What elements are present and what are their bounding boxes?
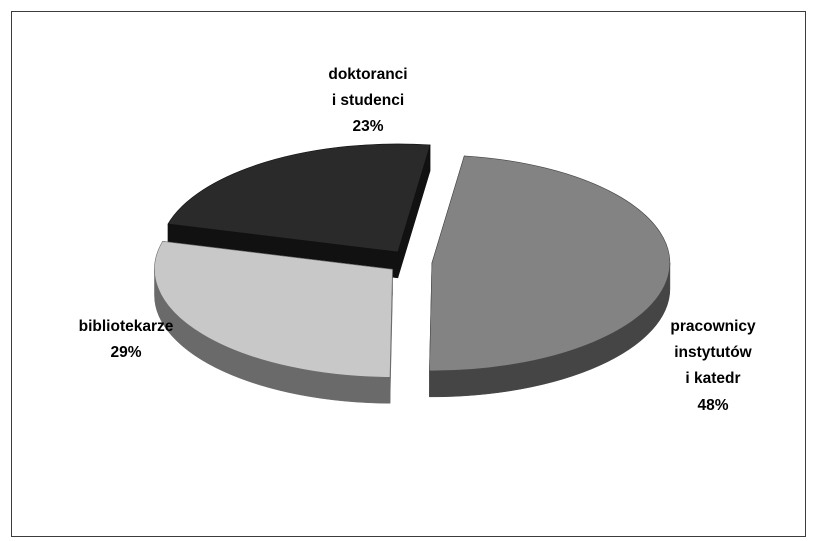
slice-label-line: instytutów [674,344,752,361]
slice-percent-label: 29% [110,344,141,361]
slice-label-line: i katedr [685,370,740,387]
pie-slice-top [167,143,431,253]
slice-percent-label: 48% [697,397,728,414]
pie-slice [154,241,393,404]
chart-frame [11,11,806,537]
slice-label-bibliotekarze: bibliotekarze 29% [79,318,174,361]
slice-label-line: pracownicy [670,318,756,335]
slice-label-line: bibliotekarze [79,318,174,335]
slice-label-line: doktoranci [328,66,407,83]
slice-percent-label: 23% [352,118,383,135]
pie-slice-top [429,155,671,372]
slice-label-pracownicy: pracownicy instytutów i katedr 48% [670,318,756,414]
pie-slice-top [154,241,393,378]
pie-slice [429,155,671,398]
slice-label-line: i studenci [332,92,404,109]
slice-label-doktoranci: doktoranci i studenci 23% [328,66,407,135]
